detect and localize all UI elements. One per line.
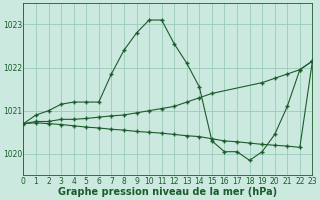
X-axis label: Graphe pression niveau de la mer (hPa): Graphe pression niveau de la mer (hPa): [58, 187, 277, 197]
